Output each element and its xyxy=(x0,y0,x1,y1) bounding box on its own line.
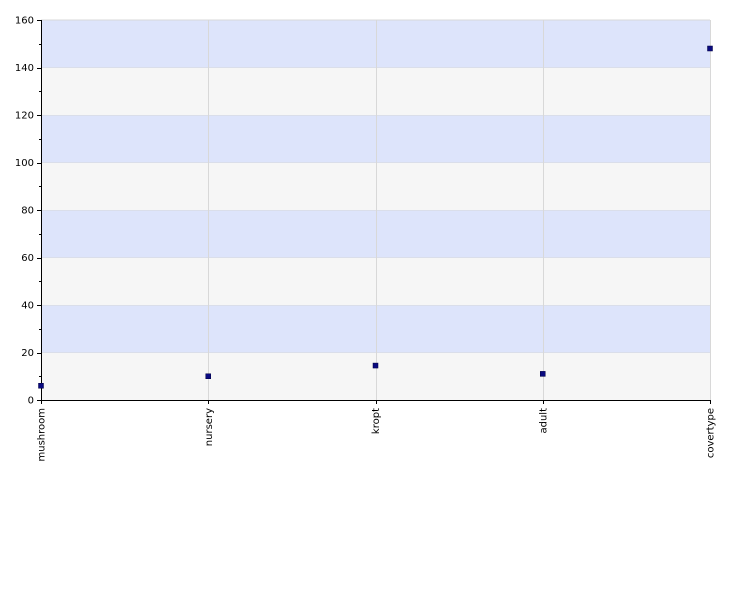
x-tick-label: adult xyxy=(538,408,549,434)
y-axis-ticks: 0 20 40 60 80 100 120 140 160 xyxy=(15,16,41,407)
y-tick-label: 0 xyxy=(28,396,34,407)
y-tick-label: 80 xyxy=(21,206,34,217)
data-point xyxy=(540,371,546,377)
y-tick-label: 160 xyxy=(15,16,34,27)
x-tick-label: nursery xyxy=(204,408,215,446)
background-band xyxy=(41,115,710,163)
x-tick-label: kropt xyxy=(371,408,382,434)
y-tick-label: 60 xyxy=(21,253,34,264)
data-point xyxy=(372,362,379,369)
background-band xyxy=(41,305,710,353)
y-tick-label: 100 xyxy=(15,158,34,169)
y-tick-label: 20 xyxy=(21,348,34,359)
background-band xyxy=(41,210,710,258)
x-tick-label: covertype xyxy=(706,408,717,458)
background-band xyxy=(41,162,710,210)
x-axis-ticks: mushroom nursery kropt adult covertype xyxy=(37,400,717,462)
y-tick-label: 140 xyxy=(15,63,34,74)
background-band xyxy=(41,67,710,115)
data-point xyxy=(38,383,44,389)
data-points xyxy=(38,45,713,389)
background-band xyxy=(41,352,710,400)
y-tick-label: 40 xyxy=(21,301,34,312)
y-tick-label: 120 xyxy=(15,111,34,122)
data-point xyxy=(205,373,211,379)
x-tick-label: mushroom xyxy=(37,408,48,462)
axes xyxy=(37,20,710,404)
background-bands xyxy=(41,19,710,400)
data-point xyxy=(707,45,713,52)
background-band xyxy=(41,257,710,305)
background-band xyxy=(41,20,710,68)
